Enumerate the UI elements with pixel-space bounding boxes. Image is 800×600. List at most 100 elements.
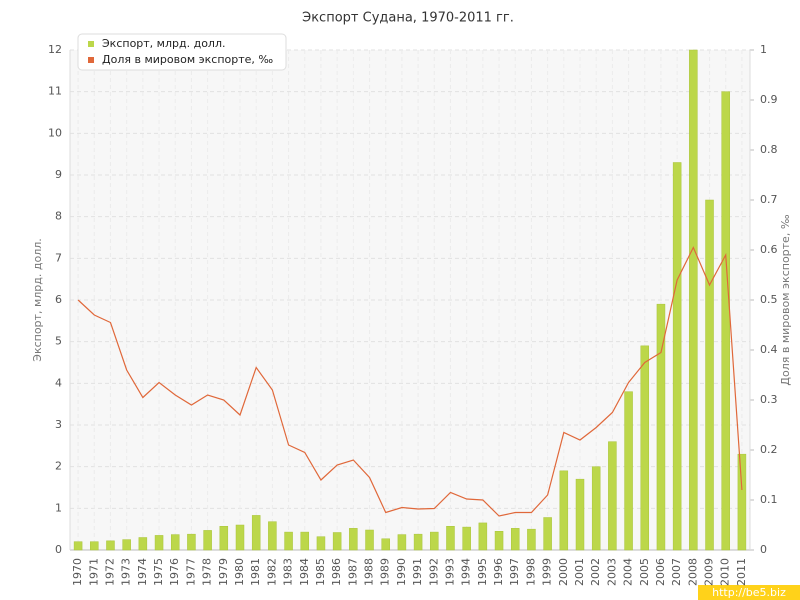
x-tick-label: 1970	[71, 558, 84, 586]
y-tick-label: 12	[48, 43, 62, 56]
x-tick-label: 1995	[476, 558, 489, 586]
bar	[397, 534, 407, 551]
bar	[381, 538, 390, 551]
bar	[268, 521, 277, 551]
bar	[73, 541, 83, 551]
x-tick-label: 2002	[589, 558, 602, 586]
x-tick-label: 1997	[508, 558, 521, 586]
bar	[575, 478, 585, 551]
y-tick-label: 7	[55, 251, 62, 264]
y-tick-label: 2	[55, 460, 62, 473]
x-tick-label: 1982	[265, 558, 278, 586]
x-tick-label: 1996	[492, 558, 505, 586]
bar	[591, 466, 601, 551]
bar	[316, 536, 326, 551]
chart-title: Экспорт Судана, 1970-2011 гг.	[302, 11, 514, 26]
bar	[219, 526, 229, 551]
bar	[608, 441, 617, 551]
y2-tick-label: 0.6	[760, 243, 778, 256]
x-tick-label: 1979	[217, 558, 230, 586]
bar	[446, 526, 455, 551]
bar	[494, 531, 504, 551]
bar	[672, 162, 682, 551]
x-tick-label: 1992	[427, 558, 440, 586]
x-tick-label: 1975	[152, 558, 165, 586]
y2-tick-label: 1	[760, 43, 767, 56]
x-tick-label: 1980	[233, 558, 246, 586]
y2-tick-label: 0.1	[760, 493, 778, 506]
y-tick-label: 4	[55, 376, 62, 389]
x-tick-label: 1976	[168, 558, 181, 586]
x-tick-label: 1972	[103, 558, 116, 586]
x-tick-label: 2006	[654, 558, 667, 586]
x-tick-label: 1977	[184, 558, 197, 586]
legend-box	[77, 33, 287, 71]
y2-tick-label: 0.9	[760, 93, 778, 106]
bar	[624, 391, 633, 551]
y-tick-label: 3	[55, 418, 62, 431]
x-tick-label: 1999	[541, 558, 554, 586]
x-tick-label: 1983	[282, 558, 295, 586]
x-tick-label: 1984	[298, 558, 311, 586]
bar	[235, 524, 245, 551]
bar	[187, 533, 196, 551]
bar	[430, 531, 439, 551]
bar	[90, 541, 99, 551]
y2-tick-label: 0.3	[760, 393, 778, 406]
x-tick-label: 2008	[686, 558, 699, 586]
x-tick-label: 2000	[557, 558, 570, 586]
bar	[689, 49, 698, 551]
x-tick-label: 1981	[249, 558, 262, 586]
y-tick-label: 5	[55, 335, 62, 348]
watermark-bg	[698, 585, 800, 600]
y-tick-label: 10	[48, 126, 62, 139]
x-tick-label: 1974	[136, 558, 149, 586]
bar	[462, 526, 471, 551]
bar	[138, 537, 148, 551]
bar	[640, 345, 650, 551]
bar	[349, 528, 358, 551]
bar	[106, 540, 115, 551]
x-tick-label: 1989	[379, 558, 392, 586]
bar	[737, 453, 747, 551]
legend-label: Доля в мировом экспорте, ‰	[102, 53, 273, 66]
y-tick-label: 9	[55, 168, 62, 181]
y-tick-label: 11	[48, 85, 62, 98]
x-tick-label: 2005	[638, 558, 651, 586]
bar	[154, 535, 164, 551]
y2-tick-label: 0	[760, 543, 767, 556]
x-tick-label: 1991	[411, 558, 424, 586]
legend: Экспорт, млрд. долл. Доля в мировом экспо…	[77, 33, 287, 71]
bar	[332, 532, 342, 551]
y2-tick-label: 0.4	[760, 343, 778, 356]
legend-swatch	[88, 57, 94, 63]
y-tick-label: 0	[55, 543, 62, 556]
x-tick-label: 1978	[201, 558, 214, 586]
bar	[510, 528, 520, 551]
x-tick-label: 1998	[524, 558, 537, 586]
legend-label: Экспорт, млрд. долл.	[102, 37, 225, 50]
bar	[543, 517, 552, 551]
bar	[284, 531, 293, 551]
x-tick-label: 2009	[703, 558, 716, 586]
legend-swatch	[88, 41, 94, 47]
x-tick-label: 2007	[670, 558, 683, 586]
y2-tick-label: 0.8	[760, 143, 778, 156]
x-tick-label: 1985	[314, 558, 327, 586]
y2-tick-label: 0.7	[760, 193, 778, 206]
x-tick-label: 2010	[719, 558, 732, 586]
bar	[705, 199, 714, 551]
bar	[527, 528, 536, 551]
bar	[300, 531, 310, 551]
y2-tick-label: 0.2	[760, 443, 778, 456]
x-tick-label: 2003	[605, 558, 618, 586]
bar	[122, 539, 131, 551]
bar	[721, 91, 730, 551]
x-tick-label: 1986	[330, 558, 343, 586]
y-tick-label: 6	[55, 293, 62, 306]
bar	[365, 529, 374, 551]
y-tick-label: 8	[55, 210, 62, 223]
bar	[478, 522, 488, 551]
x-tick-label: 1971	[87, 558, 100, 586]
